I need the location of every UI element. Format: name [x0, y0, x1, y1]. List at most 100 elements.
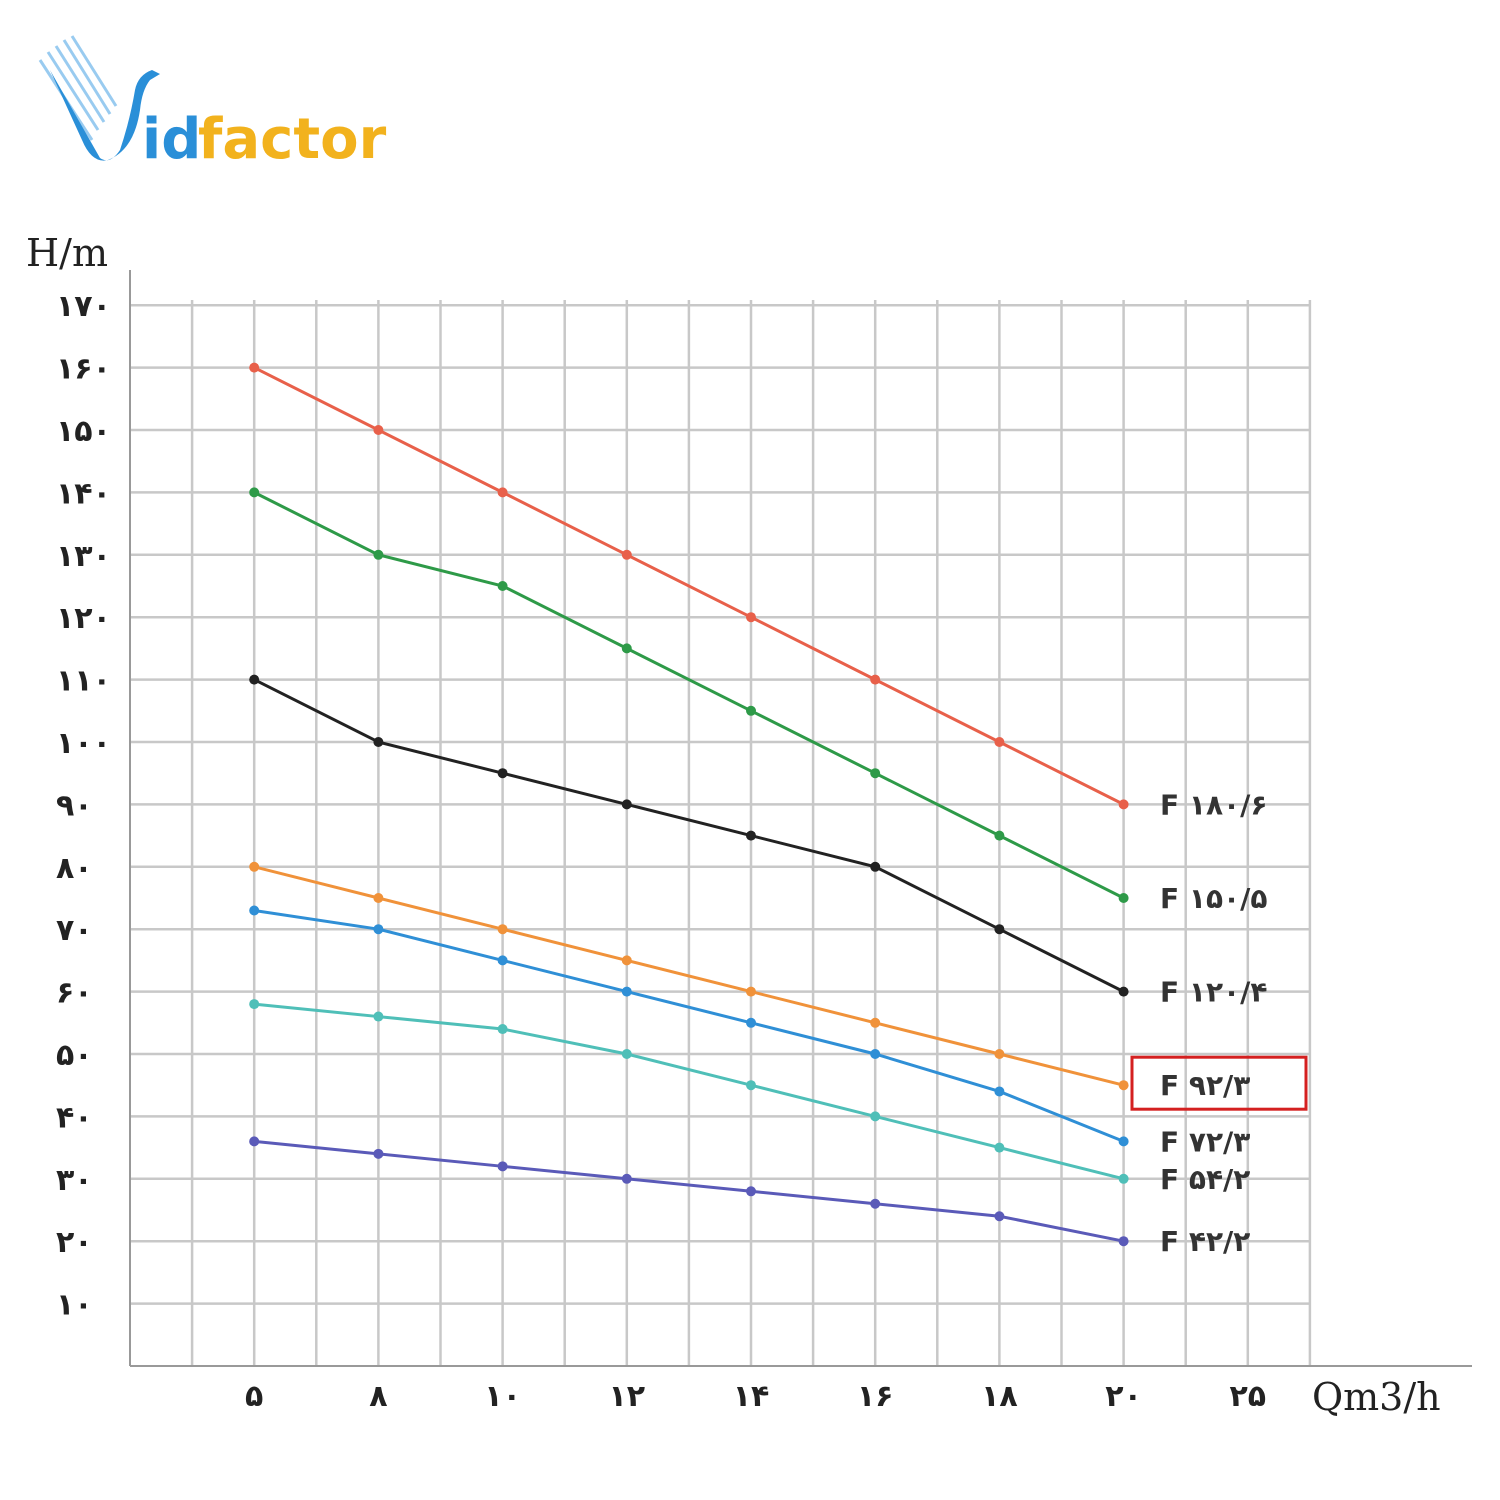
data-point	[994, 1086, 1005, 1097]
series-label: F ۱۵۰/۵	[1160, 882, 1267, 915]
data-point	[870, 1049, 881, 1059]
x-tick-label: ۱۰	[484, 1379, 521, 1414]
y-tick-label: ۴۰	[56, 1100, 93, 1135]
data-point	[746, 830, 756, 841]
data-point	[746, 986, 756, 997]
data-point	[497, 955, 508, 966]
data-point	[994, 737, 1005, 747]
y-tick-label: ۱۵۰	[56, 414, 111, 449]
data-point	[249, 487, 260, 498]
data-point	[373, 1011, 384, 1022]
y-tick-label: ۳۰	[56, 1163, 93, 1198]
series-line	[253, 491, 1125, 900]
y-tick-label: ۲۰	[56, 1225, 93, 1260]
data-point	[994, 1049, 1005, 1059]
y-tick-label: ۵۰	[56, 1038, 93, 1073]
data-point	[497, 924, 508, 935]
data-point	[497, 768, 508, 779]
x-tick-label: ۲۰	[1105, 1379, 1142, 1414]
series-label: F ۵۴/۲	[1160, 1163, 1250, 1196]
data-point	[870, 1111, 881, 1122]
y-tick-label: ۹۰	[56, 788, 93, 823]
data-point	[497, 1024, 508, 1035]
series-line	[253, 366, 1125, 806]
data-point	[497, 581, 508, 591]
data-point	[621, 549, 632, 560]
data-point	[621, 643, 632, 654]
x-tick-label: ۱۸	[981, 1379, 1018, 1414]
x-tick-label: ۸	[369, 1379, 387, 1414]
series-2	[249, 674, 1129, 997]
data-point	[746, 612, 756, 623]
series-1	[249, 487, 1129, 903]
y-tick-label: ۱۴۰	[56, 476, 111, 511]
data-point	[746, 1186, 756, 1197]
x-tick-label: ۱۴	[733, 1379, 770, 1414]
y-tick-label: ۸۰	[56, 851, 93, 886]
data-point	[249, 861, 260, 872]
data-point	[373, 924, 384, 935]
data-point	[249, 1136, 260, 1147]
data-point	[621, 955, 632, 966]
data-point	[373, 1148, 384, 1159]
data-point	[621, 1173, 632, 1184]
data-point	[994, 1211, 1005, 1222]
data-point	[249, 905, 260, 916]
series-line	[254, 1002, 1124, 1181]
x-tick-label: ۱۲	[608, 1379, 645, 1414]
data-point	[746, 1017, 756, 1028]
data-point	[1118, 986, 1129, 997]
data-point	[870, 861, 881, 872]
series-6	[249, 1136, 1129, 1247]
x-tick-label: ۱۶	[857, 1379, 894, 1414]
y-tick-label: ۱۲۰	[56, 601, 111, 636]
series-line	[253, 865, 1124, 1087]
y-axis-label: H/m	[26, 231, 108, 275]
x-tick-label: ۵	[245, 1379, 263, 1414]
data-point	[621, 799, 632, 810]
data-point	[1118, 1136, 1129, 1147]
data-point	[1118, 1173, 1129, 1184]
series-line	[254, 1139, 1124, 1243]
series-0	[249, 362, 1129, 810]
data-point	[249, 674, 260, 685]
highlight-box	[1130, 1055, 1308, 1111]
series-label: F ۹۲/۳	[1160, 1069, 1250, 1102]
data-point	[497, 487, 508, 498]
data-point	[994, 830, 1005, 841]
x-tick-label: ۲۵	[1229, 1379, 1266, 1414]
bird-v-icon	[50, 70, 160, 161]
data-point	[1118, 799, 1129, 810]
data-point	[249, 362, 260, 373]
svg-text:id: id	[142, 107, 201, 170]
series-label: F ۴۲/۲	[1160, 1225, 1250, 1258]
data-point	[373, 737, 384, 747]
data-point	[870, 1017, 881, 1028]
series-line	[253, 908, 1125, 1143]
x-axis-label: Qm3/h	[1312, 1375, 1441, 1419]
series-label: F ۱۲۰/۴	[1160, 976, 1267, 1009]
data-point	[1118, 1236, 1129, 1247]
data-point	[746, 705, 756, 716]
data-point	[373, 549, 384, 560]
series-line	[253, 678, 1125, 993]
data-point	[870, 768, 881, 779]
y-tick-label: ۱۶۰	[56, 352, 111, 387]
y-tick-label: ۷۰	[56, 913, 93, 948]
data-point	[1118, 1080, 1129, 1091]
y-tick-label: ۶۰	[56, 976, 93, 1011]
series-4	[249, 905, 1129, 1147]
data-point	[746, 1080, 756, 1091]
series-5	[249, 999, 1129, 1184]
data-point	[870, 1198, 881, 1209]
series-3	[249, 861, 1129, 1091]
data-point	[373, 425, 384, 435]
data-point	[373, 893, 384, 903]
grid	[130, 300, 1312, 1366]
y-tick-label: ۱۰۰	[56, 726, 111, 761]
data-point	[994, 924, 1005, 935]
data-point	[1118, 893, 1129, 903]
data-point	[249, 999, 260, 1010]
data-point	[621, 1049, 632, 1059]
